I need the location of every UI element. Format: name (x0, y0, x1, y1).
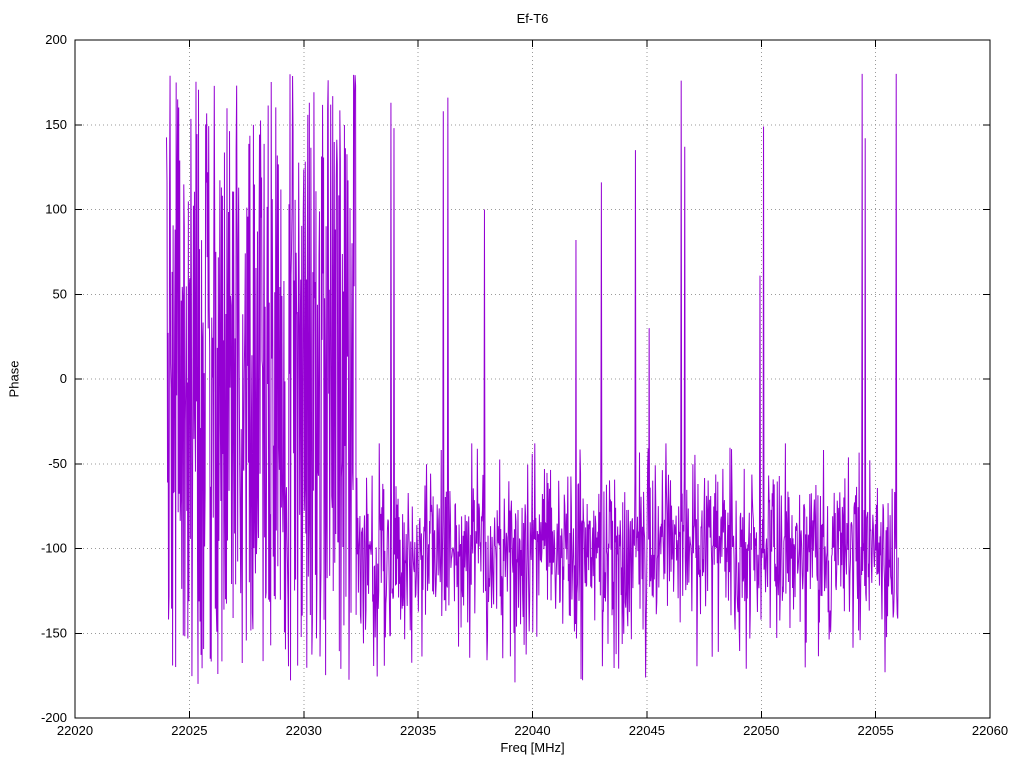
chart-title: Ef-T6 (516, 11, 549, 26)
x-axis-label: Freq [MHz] (500, 740, 565, 755)
y-tick-label: 0 (60, 371, 67, 386)
x-tick-label: 22040 (514, 723, 550, 738)
y-tick-label: -200 (41, 710, 67, 725)
x-tick-label: 22050 (743, 723, 779, 738)
y-tick-label: -150 (41, 625, 67, 640)
x-tick-label: 22055 (858, 723, 894, 738)
x-tick-label: 22025 (171, 723, 207, 738)
y-tick-label: 50 (53, 286, 67, 301)
x-tick-label: 22060 (972, 723, 1008, 738)
y-tick-label: 100 (45, 202, 67, 217)
y-tick-label: 200 (45, 32, 67, 47)
x-tick-label: 22020 (57, 723, 93, 738)
x-tick-label: 22030 (286, 723, 322, 738)
y-tick-label: 150 (45, 117, 67, 132)
y-tick-label: -50 (48, 456, 67, 471)
x-tick-label: 22035 (400, 723, 436, 738)
phase-trace (166, 73, 899, 684)
x-tick-label: 22045 (629, 723, 665, 738)
y-tick-label: -100 (41, 541, 67, 556)
